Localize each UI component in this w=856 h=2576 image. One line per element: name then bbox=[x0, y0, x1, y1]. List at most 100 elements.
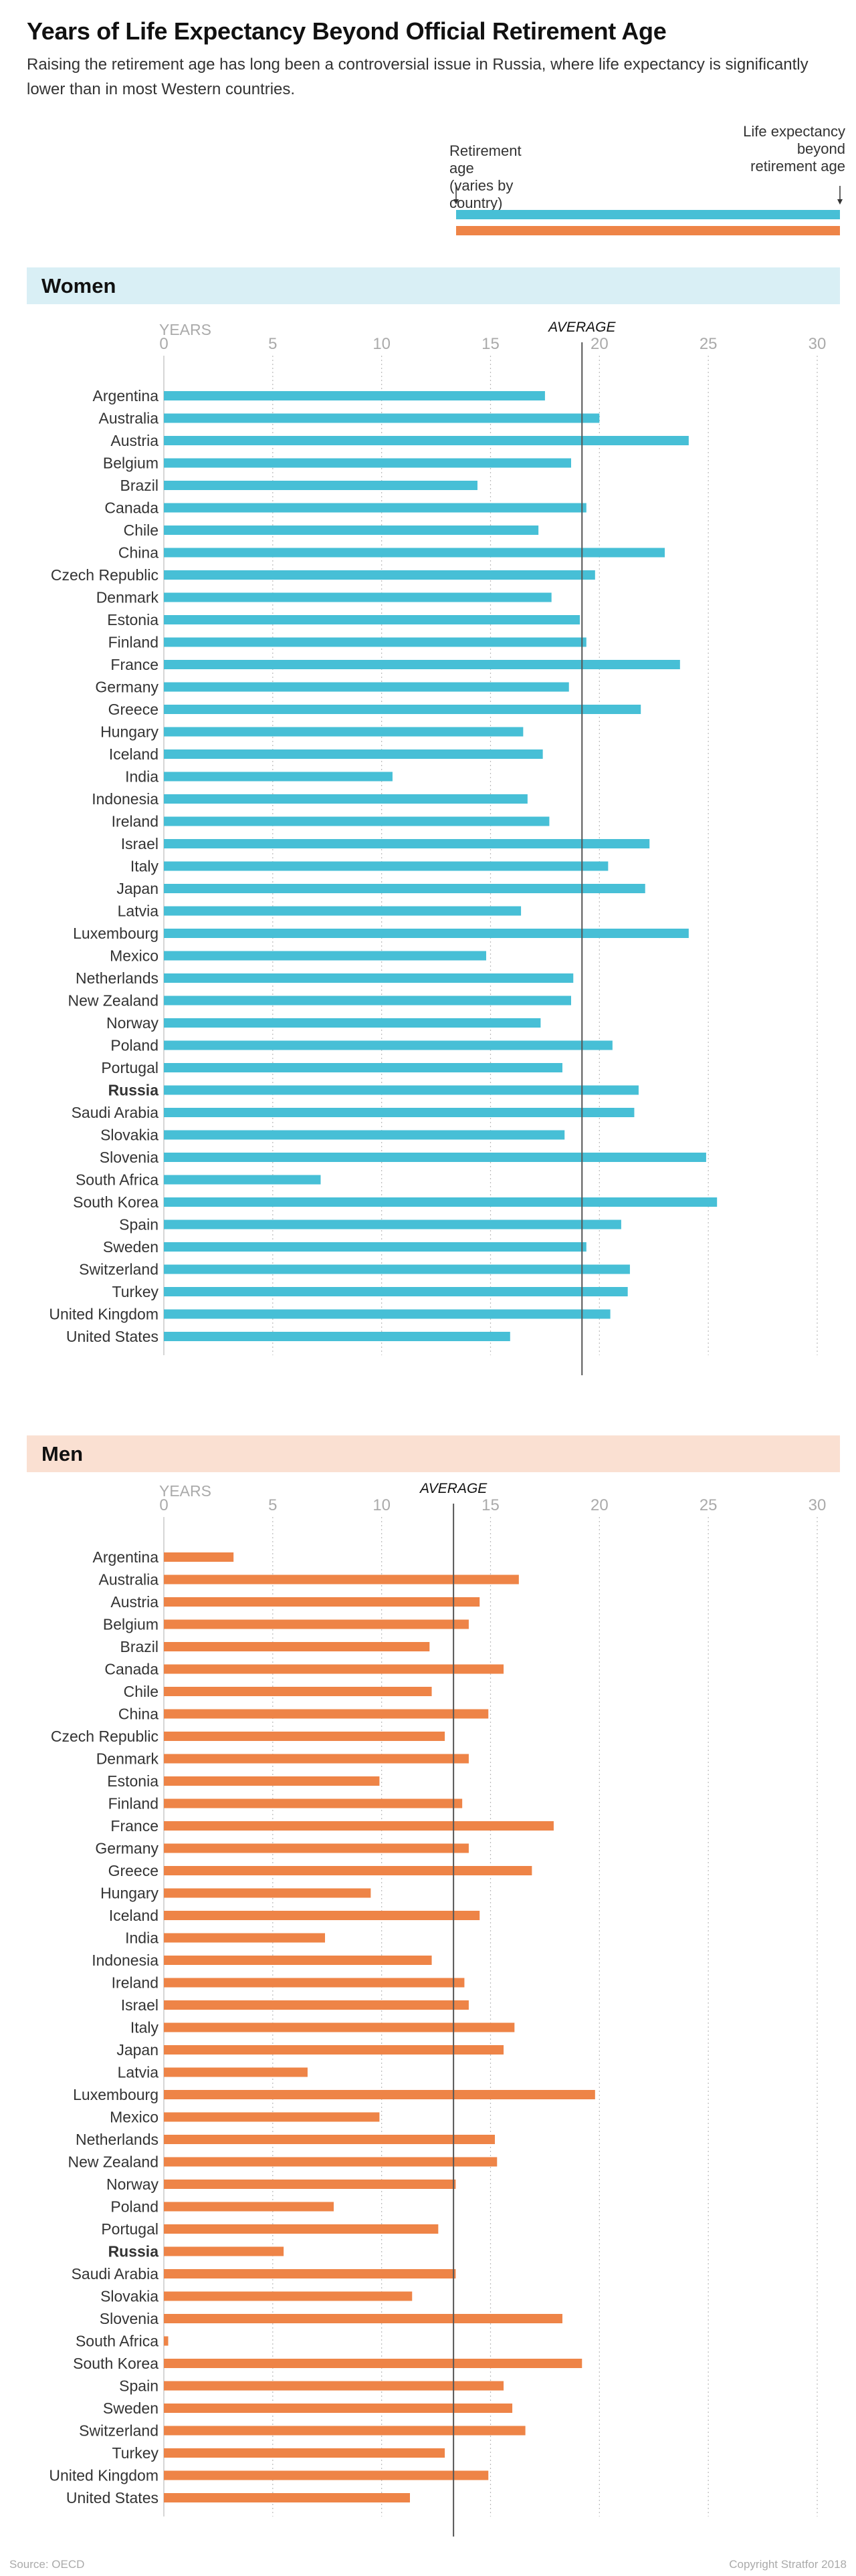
category-label-japan: Japan bbox=[116, 2041, 158, 2059]
bar-belgium bbox=[164, 1619, 469, 1629]
category-label-new-zealand: New Zealand bbox=[68, 2153, 158, 2171]
category-label-austria: Austria bbox=[110, 432, 158, 449]
bar-poland bbox=[164, 1040, 613, 1050]
category-label-china: China bbox=[118, 544, 158, 562]
category-label-iceland: Iceland bbox=[109, 1907, 158, 1924]
bar-new-zealand bbox=[164, 2157, 498, 2167]
category-label-poland: Poland bbox=[110, 2198, 158, 2216]
bar-czech-republic bbox=[164, 1732, 445, 1741]
category-label-chile: Chile bbox=[124, 1683, 158, 1700]
tick-label-5: 5 bbox=[268, 1496, 277, 1514]
tick-label-30: 30 bbox=[809, 1496, 827, 1514]
category-label-saudi-arabia: Saudi Arabia bbox=[72, 1104, 159, 1121]
bar-japan bbox=[164, 884, 645, 893]
category-label-greece: Greece bbox=[108, 1862, 158, 1879]
category-label-russia: Russia bbox=[108, 1082, 159, 1099]
bar-new-zealand bbox=[164, 996, 571, 1006]
tick-label-25: 25 bbox=[700, 1496, 718, 1514]
bar-russia bbox=[164, 2246, 284, 2256]
bar-hungary bbox=[164, 1888, 371, 1898]
bar-finland bbox=[164, 1798, 463, 1808]
tick-label-10: 10 bbox=[372, 335, 391, 353]
bar-iceland bbox=[164, 749, 543, 759]
bar-chile bbox=[164, 525, 539, 535]
category-label-australia: Australia bbox=[99, 410, 159, 427]
category-label-south-africa: South Africa bbox=[76, 1171, 158, 1189]
category-label-australia: Australia bbox=[99, 1571, 159, 1589]
bar-greece bbox=[164, 705, 641, 714]
bar-japan bbox=[164, 2045, 504, 2055]
category-label-turkey: Turkey bbox=[112, 2444, 159, 2462]
bar-saudi-arabia bbox=[164, 1108, 635, 1117]
bar-south-africa bbox=[164, 2336, 169, 2346]
category-label-sweden: Sweden bbox=[103, 2399, 158, 2417]
category-label-italy: Italy bbox=[130, 2019, 159, 2036]
bar-estonia bbox=[164, 1776, 380, 1786]
category-label-italy: Italy bbox=[130, 858, 159, 875]
category-label-south-korea: South Korea bbox=[73, 2355, 158, 2372]
category-label-ireland: Ireland bbox=[112, 1974, 158, 1992]
category-label-switzerland: Switzerland bbox=[79, 1261, 158, 1278]
category-label-united-kingdom: United Kingdom bbox=[49, 2467, 158, 2484]
tick-label-25: 25 bbox=[700, 335, 718, 353]
bar-chile bbox=[164, 1687, 432, 1696]
bar-netherlands bbox=[164, 2135, 496, 2144]
category-label-portugal: Portugal bbox=[101, 2220, 158, 2238]
category-label-united-states: United States bbox=[66, 2489, 158, 2506]
category-label-spain: Spain bbox=[119, 2377, 158, 2395]
bar-czech-republic bbox=[164, 570, 595, 580]
bar-saudi-arabia bbox=[164, 2269, 456, 2278]
bar-indonesia bbox=[164, 794, 528, 804]
category-label-new-zealand: New Zealand bbox=[68, 992, 158, 1010]
bar-greece bbox=[164, 1866, 532, 1875]
category-label-hungary: Hungary bbox=[100, 1885, 158, 1902]
category-label-china: China bbox=[118, 1706, 158, 1723]
category-label-slovenia: Slovenia bbox=[100, 1149, 158, 1166]
category-label-slovakia: Slovakia bbox=[100, 1127, 158, 1144]
tick-label-15: 15 bbox=[481, 1496, 500, 1514]
bar-estonia bbox=[164, 615, 580, 624]
category-label-france: France bbox=[110, 656, 158, 673]
bar-united-states bbox=[164, 2493, 411, 2502]
category-label-united-states: United States bbox=[66, 1328, 158, 1345]
category-label-estonia: Estonia bbox=[107, 1772, 158, 1790]
bar-sweden bbox=[164, 1242, 586, 1252]
section-band-women bbox=[27, 267, 840, 304]
bar-slovenia bbox=[164, 1153, 706, 1162]
category-label-france: France bbox=[110, 1817, 158, 1835]
category-label-japan: Japan bbox=[116, 880, 158, 897]
category-label-luxembourg: Luxembourg bbox=[73, 925, 158, 942]
tick-label-0: 0 bbox=[159, 335, 168, 353]
bar-switzerland bbox=[164, 2426, 526, 2436]
category-label-argentina: Argentina bbox=[93, 1548, 159, 1566]
category-label-indonesia: Indonesia bbox=[92, 1952, 158, 1969]
bar-austria bbox=[164, 436, 689, 445]
tick-label-30: 30 bbox=[809, 335, 827, 353]
section-band-men bbox=[27, 1435, 840, 1472]
bar-canada bbox=[164, 503, 586, 513]
bar-ireland bbox=[164, 816, 550, 826]
women-bar-chart: 0 5 10 15 20 25 30 YEARS Argentina Australia Austr… bbox=[49, 320, 827, 1375]
bar-argentina bbox=[164, 1552, 234, 1562]
bar-india bbox=[164, 1933, 325, 1943]
category-label-norway: Norway bbox=[106, 2176, 158, 2193]
category-label-denmark: Denmark bbox=[96, 1750, 159, 1768]
bar-germany bbox=[164, 1843, 469, 1853]
tick-label-0: 0 bbox=[159, 1496, 168, 1514]
tick-label-20: 20 bbox=[591, 1496, 609, 1514]
category-label-netherlands: Netherlands bbox=[76, 2131, 158, 2148]
category-label-mexico: Mexico bbox=[110, 947, 158, 965]
category-label-hungary: Hungary bbox=[100, 723, 158, 741]
category-label-saudi-arabia: Saudi Arabia bbox=[72, 2265, 159, 2282]
category-label-germany: Germany bbox=[95, 1840, 158, 1857]
bar-indonesia bbox=[164, 1956, 432, 1965]
category-label-south-africa: South Africa bbox=[76, 2333, 158, 2350]
bar-slovakia bbox=[164, 2291, 413, 2301]
bar-netherlands bbox=[164, 973, 574, 983]
bar-switzerland bbox=[164, 1264, 630, 1274]
section-label-women: Women bbox=[41, 274, 116, 298]
bar-italy bbox=[164, 861, 609, 871]
category-label-canada: Canada bbox=[104, 1661, 158, 1678]
bar-slovakia bbox=[164, 1130, 565, 1140]
